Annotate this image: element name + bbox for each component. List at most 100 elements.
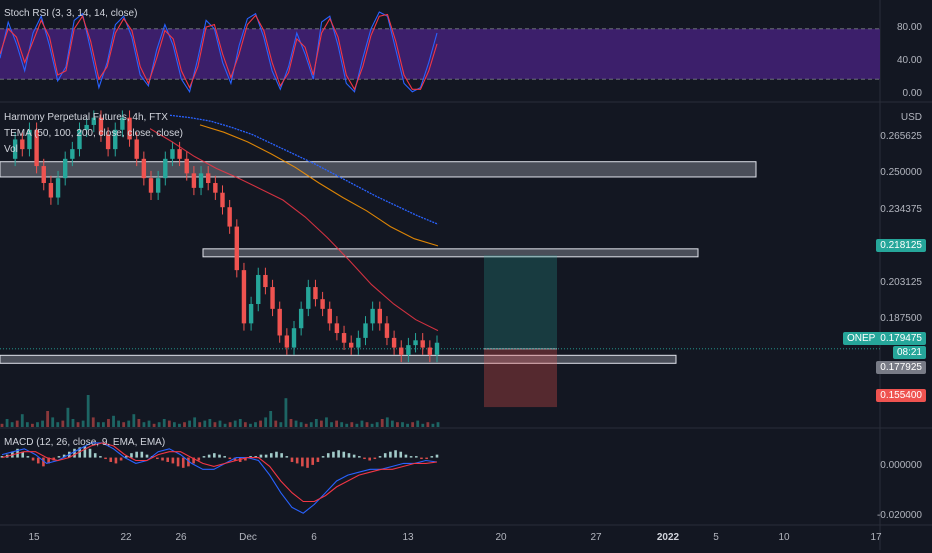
currency-label[interactable]: USD xyxy=(900,112,922,123)
volume-bar xyxy=(0,423,4,427)
countdown-tag: 08:21 xyxy=(892,346,926,359)
volume-bar xyxy=(340,422,344,427)
x-tick-label: 13 xyxy=(402,532,414,543)
candle-body xyxy=(170,149,175,159)
candle-body xyxy=(248,304,254,324)
candle-body xyxy=(206,173,211,184)
volume-bar xyxy=(81,420,85,427)
stoch-tick-80: 80.00 xyxy=(896,22,922,33)
tema-legend[interactable]: TEMA (50, 100, 200, close, close, close) xyxy=(4,128,183,139)
x-tick-label: Dec xyxy=(239,532,257,543)
volume-bar xyxy=(345,423,349,427)
candle-body xyxy=(284,335,290,348)
volume-bar xyxy=(147,420,151,427)
x-tick-label: 27 xyxy=(590,532,602,543)
macd-histogram-bar xyxy=(311,457,315,465)
symbol-legend[interactable]: Harmony Perpetual Futures, 4h, FTX xyxy=(4,112,168,123)
volume-bar xyxy=(223,423,227,427)
macd-histogram-bar xyxy=(207,454,211,458)
macd-histogram-bar xyxy=(378,456,382,458)
volume-bar xyxy=(426,422,430,427)
volume-bar xyxy=(25,422,29,427)
macd-histogram-bar xyxy=(223,456,226,458)
volume-bar xyxy=(390,420,394,427)
macd-histogram-bar xyxy=(73,448,76,458)
macd-histogram-bar xyxy=(36,457,40,464)
volume-bar xyxy=(157,422,161,427)
volume-bar xyxy=(31,423,34,427)
stoch-series-line xyxy=(0,11,438,94)
tema-100-line xyxy=(199,124,439,247)
macd-histogram-bar xyxy=(363,457,366,460)
macd-histogram-bar xyxy=(306,457,309,468)
volume-bar xyxy=(284,398,288,427)
candle-body xyxy=(377,308,382,324)
volume-bar xyxy=(396,422,399,427)
macd-histogram-bar xyxy=(99,456,102,458)
volume-bar xyxy=(375,422,379,427)
candle-body xyxy=(270,287,275,309)
volume-bar xyxy=(36,422,39,427)
macd-histogram-bar xyxy=(93,453,97,458)
volume-bar xyxy=(406,423,409,427)
volume-bar xyxy=(416,420,420,427)
macd-histogram-bar xyxy=(197,457,201,461)
volume-bar xyxy=(183,422,186,427)
x-tick-label: 15 xyxy=(28,532,40,543)
macd-histogram-bar xyxy=(295,457,299,464)
candle-body xyxy=(113,129,118,150)
candle-body xyxy=(256,274,261,305)
macd-histogram-bar xyxy=(301,457,304,467)
support-resistance-zone xyxy=(0,161,757,178)
candle-body xyxy=(341,333,347,343)
candle-body xyxy=(141,158,147,179)
volume-bar xyxy=(127,420,131,427)
candle-body xyxy=(370,308,375,324)
macd-histogram-bar xyxy=(316,457,320,462)
stoch-band xyxy=(0,28,880,80)
macd-legend[interactable]: MACD (12, 26, close, 9, EMA, EMA) xyxy=(4,437,166,448)
macd-histogram-bar xyxy=(0,456,4,458)
candle-body xyxy=(356,337,361,348)
x-tick-label: 20 xyxy=(495,532,507,543)
volume-bar xyxy=(5,419,9,427)
candle-body xyxy=(91,117,96,125)
macd-histogram-bar xyxy=(130,453,133,458)
candle-body xyxy=(391,337,397,348)
macd-histogram-bar xyxy=(358,456,361,458)
volume-bar xyxy=(51,417,55,427)
macd-histogram-bar xyxy=(228,457,232,460)
macd-histogram-bar xyxy=(83,445,87,458)
support-resistance-zone xyxy=(0,354,677,364)
macd-series-line xyxy=(1,442,438,503)
candle-body xyxy=(277,308,282,336)
candle-body xyxy=(177,149,182,159)
volume-bar xyxy=(188,420,191,427)
stoch-rsi-legend[interactable]: Stoch RSI (3, 3, 14, 14, close) xyxy=(4,8,138,19)
candle-body xyxy=(148,178,154,193)
macd-histogram-bar xyxy=(435,454,439,458)
candle-body xyxy=(213,183,218,193)
macd-histogram-bar xyxy=(31,457,35,461)
macd-histogram-bar xyxy=(321,456,325,458)
volume-legend[interactable]: Vol xyxy=(4,144,18,155)
macd-histogram-bar xyxy=(88,448,92,458)
volume-bar xyxy=(325,417,328,427)
macd-histogram-bar xyxy=(394,450,397,458)
volume-bar xyxy=(112,415,115,427)
volume-bar xyxy=(91,417,95,427)
volume-bar xyxy=(152,423,156,427)
candle-body xyxy=(413,340,418,346)
volume-bar xyxy=(233,420,237,427)
volume-bar xyxy=(208,419,212,427)
volume-bar xyxy=(46,411,50,427)
macd-histogram-bar xyxy=(202,456,206,458)
macd-histogram-bar xyxy=(290,457,294,462)
candle-body xyxy=(98,117,104,135)
macd-series-line xyxy=(1,442,438,514)
x-tick-label: 5 xyxy=(713,532,719,543)
candle-body xyxy=(20,139,25,150)
candle-body xyxy=(184,158,189,174)
volume-bar xyxy=(350,422,354,427)
macd-histogram-bar xyxy=(213,453,216,458)
